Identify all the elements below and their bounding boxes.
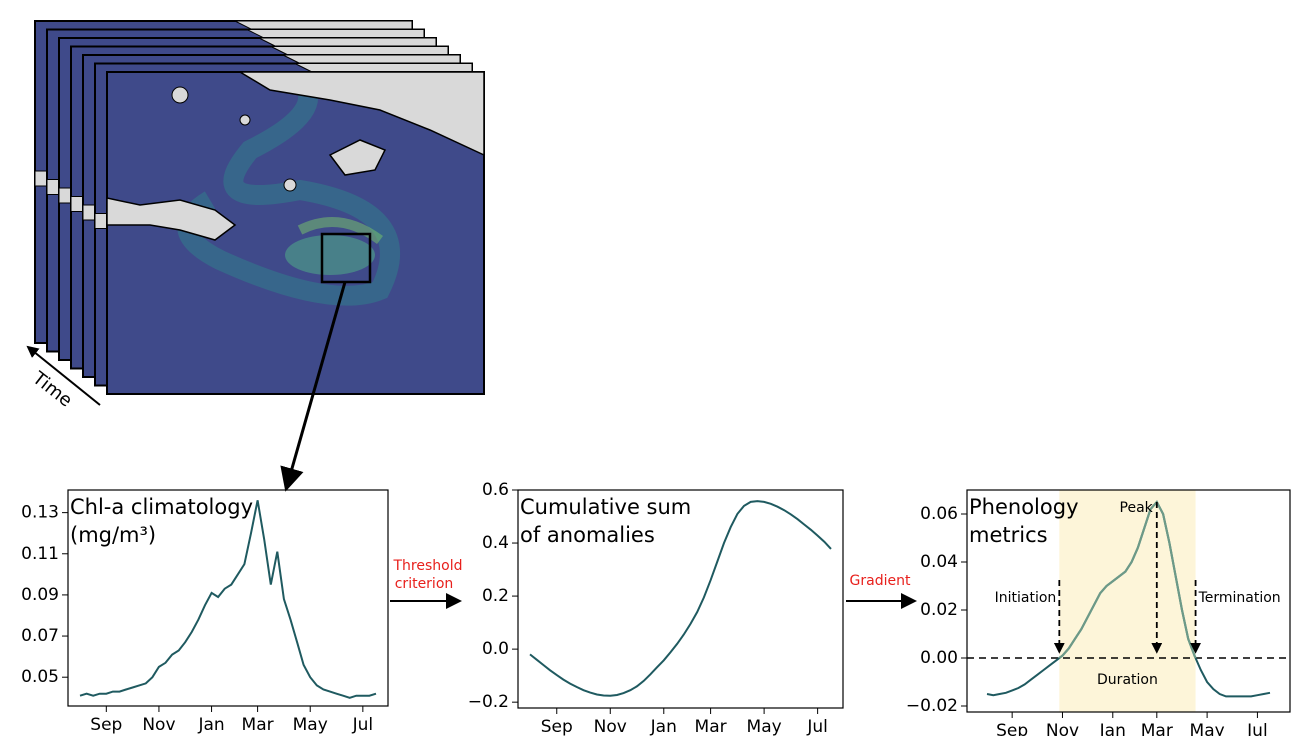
annotation: Duration bbox=[1097, 672, 1158, 688]
data-line bbox=[79, 500, 377, 699]
x-tick-label: Jan bbox=[1099, 721, 1126, 736]
plot-frame bbox=[67, 489, 389, 707]
annotation: Initiation bbox=[995, 590, 1057, 606]
plot-frame bbox=[966, 489, 1291, 713]
chart-title: (mg/m³) bbox=[70, 523, 156, 547]
x-tick-label: Nov bbox=[594, 717, 627, 736]
zoom-arrow bbox=[280, 281, 347, 492]
x-tick-label: Sep bbox=[541, 717, 573, 736]
map-front bbox=[106, 71, 485, 395]
y-tick-label: 0.04 bbox=[920, 552, 958, 572]
arrow-label: Threshold bbox=[393, 558, 463, 574]
y-tick-label: 0.4 bbox=[482, 533, 509, 553]
y-tick-label: 0.6 bbox=[482, 480, 509, 500]
y-tick-label: 0.0 bbox=[482, 639, 509, 659]
x-tick-label: Jul bbox=[806, 717, 828, 736]
y-tick-label: 0.2 bbox=[482, 586, 509, 606]
y-tick-label: 0.11 bbox=[21, 544, 59, 564]
plot-frame bbox=[517, 489, 844, 709]
arrow-label: Gradient bbox=[850, 573, 911, 589]
y-tick-label: −0.02 bbox=[906, 696, 958, 716]
duration-shade bbox=[1059, 490, 1196, 712]
annotation: Peak bbox=[1120, 500, 1154, 516]
highlight-line bbox=[1058, 500, 1197, 659]
chart-title: of anomalies bbox=[520, 523, 655, 547]
y-tick-label: 0.02 bbox=[920, 600, 958, 620]
chart-title: Cumulative sum bbox=[520, 495, 691, 519]
y-tick-label: 0.13 bbox=[21, 503, 59, 523]
x-tick-label: May bbox=[1190, 721, 1225, 736]
time-label: Time bbox=[28, 367, 76, 411]
y-tick-label: 0.09 bbox=[21, 585, 59, 605]
x-tick-label: Sep bbox=[996, 721, 1028, 736]
y-tick-label: −0.2 bbox=[468, 692, 509, 712]
x-tick-label: Jan bbox=[197, 715, 224, 735]
x-tick-label: May bbox=[293, 715, 328, 735]
x-tick-label: Jul bbox=[1246, 721, 1268, 736]
data-line bbox=[529, 500, 832, 697]
annotation: Termination bbox=[1198, 590, 1281, 606]
y-tick-label: 0.00 bbox=[920, 648, 958, 668]
x-tick-label: Jul bbox=[352, 715, 374, 735]
y-tick-label: 0.07 bbox=[21, 626, 59, 646]
x-tick-label: Nov bbox=[1046, 721, 1079, 736]
x-tick-label: May bbox=[747, 717, 782, 736]
x-tick-label: Jan bbox=[650, 717, 677, 736]
y-tick-label: 0.06 bbox=[920, 504, 958, 524]
chart-title: metrics bbox=[969, 523, 1048, 547]
arrow-label: criterion bbox=[395, 576, 454, 592]
y-tick-label: 0.05 bbox=[21, 667, 59, 687]
chart-title: Phenology bbox=[969, 495, 1079, 519]
x-tick-label: Mar bbox=[1141, 721, 1173, 736]
x-tick-label: Mar bbox=[242, 715, 274, 735]
time-arrow bbox=[26, 345, 101, 406]
x-tick-label: Sep bbox=[90, 715, 122, 735]
x-tick-label: Mar bbox=[695, 717, 727, 736]
x-tick-label: Nov bbox=[142, 715, 175, 735]
charts: 0.05 0.07 0.09 0.11 0.13 Sep Nov Jan Mar May Jul Ch… bbox=[21, 480, 1291, 736]
chart-title: Chl-a climatology bbox=[70, 495, 253, 519]
